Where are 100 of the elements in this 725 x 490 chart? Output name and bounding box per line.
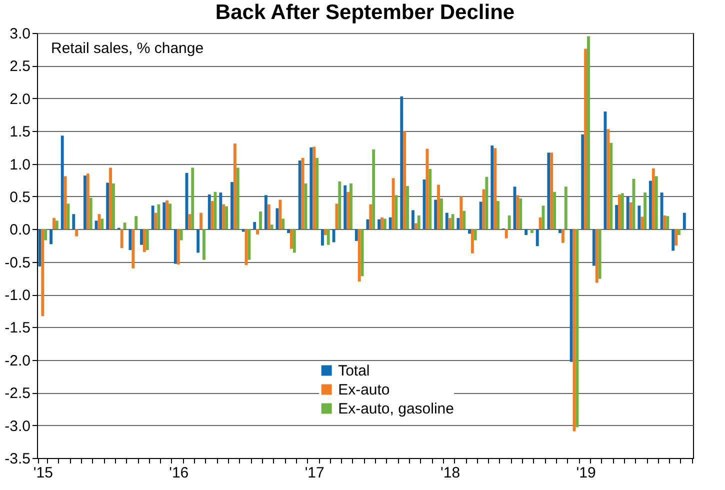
x-tick-label: '19	[576, 464, 596, 482]
bar	[282, 218, 285, 230]
bar	[629, 202, 632, 230]
bar	[134, 216, 138, 230]
bar	[233, 144, 236, 230]
bar	[248, 229, 251, 260]
bar	[394, 195, 398, 230]
bar	[242, 229, 245, 232]
bar	[660, 192, 664, 230]
bar	[460, 196, 463, 230]
bar	[674, 229, 678, 246]
bar	[52, 218, 56, 230]
bar	[468, 229, 471, 234]
bar	[60, 136, 64, 230]
bar	[298, 160, 302, 230]
annotation: Retail sales, % change	[51, 40, 204, 57]
bar	[344, 185, 347, 230]
bar	[202, 229, 206, 260]
bar	[403, 131, 406, 230]
bar	[426, 148, 429, 230]
bar	[558, 229, 562, 234]
bar	[332, 229, 336, 242]
bar	[292, 229, 296, 253]
bar	[610, 142, 613, 230]
bar	[369, 204, 372, 230]
bar	[55, 220, 58, 230]
bar	[378, 219, 380, 230]
bar	[44, 229, 48, 240]
legend-label: Ex-auto, gasoline	[338, 400, 454, 418]
bar	[516, 195, 520, 230]
bar	[100, 218, 104, 230]
bar	[437, 184, 440, 230]
x-tick-label: '15	[33, 464, 53, 482]
bar	[50, 229, 52, 244]
bar	[191, 168, 194, 230]
bar	[350, 183, 352, 230]
y-tick-label: 1.0	[10, 156, 30, 174]
bar	[270, 224, 274, 230]
bar	[109, 168, 112, 230]
bar	[561, 229, 564, 243]
bar	[615, 204, 618, 230]
bar	[618, 194, 621, 230]
chart-title: Back After September Decline	[215, 1, 515, 24]
bar	[474, 229, 477, 240]
bar	[225, 206, 228, 230]
bar	[682, 212, 686, 230]
bar	[301, 158, 304, 230]
legend-label: Total	[338, 362, 370, 380]
bar	[606, 129, 610, 230]
bar	[346, 192, 350, 230]
bar	[157, 204, 160, 230]
bar	[98, 214, 101, 230]
bar	[530, 229, 534, 234]
x-tick-label: '17	[304, 464, 324, 482]
bar	[576, 229, 579, 428]
bar	[89, 198, 92, 230]
bar	[142, 229, 146, 252]
bar	[400, 96, 404, 230]
bar	[180, 229, 183, 240]
bar	[448, 218, 452, 230]
y-tick-label: 3.0	[10, 26, 30, 42]
bar	[372, 149, 376, 230]
bar	[508, 215, 511, 230]
bar	[366, 219, 370, 230]
bar	[200, 212, 202, 230]
bar	[208, 194, 211, 230]
bar	[176, 229, 180, 264]
bar	[564, 186, 568, 230]
bar	[253, 222, 256, 230]
x-tick-label: '18	[440, 464, 460, 482]
x-tick-label: '16	[169, 464, 189, 482]
bar	[230, 182, 234, 230]
bar	[41, 229, 44, 316]
bar	[267, 204, 270, 230]
bar	[504, 229, 508, 238]
bar	[638, 206, 641, 230]
bar	[428, 169, 432, 230]
bar	[174, 229, 177, 264]
bar	[388, 217, 392, 230]
bar	[38, 229, 42, 266]
bar	[406, 186, 409, 230]
bar	[236, 168, 240, 230]
bar	[626, 196, 630, 230]
bar	[383, 218, 386, 230]
y-tick-label: -2.5	[4, 385, 30, 402]
bar	[620, 193, 624, 230]
bar	[640, 216, 644, 230]
bar	[360, 229, 364, 276]
bar	[598, 229, 602, 279]
y-tick-label: -1.0	[4, 287, 30, 304]
bar	[592, 229, 596, 266]
bar	[168, 204, 172, 230]
bar	[470, 229, 474, 254]
bar	[354, 229, 358, 241]
bar	[290, 229, 293, 249]
y-tick-label: -1.5	[4, 320, 30, 337]
y-tick-label: 0.5	[10, 188, 30, 206]
bar	[106, 182, 110, 230]
bar	[188, 214, 192, 230]
bar	[490, 145, 494, 230]
